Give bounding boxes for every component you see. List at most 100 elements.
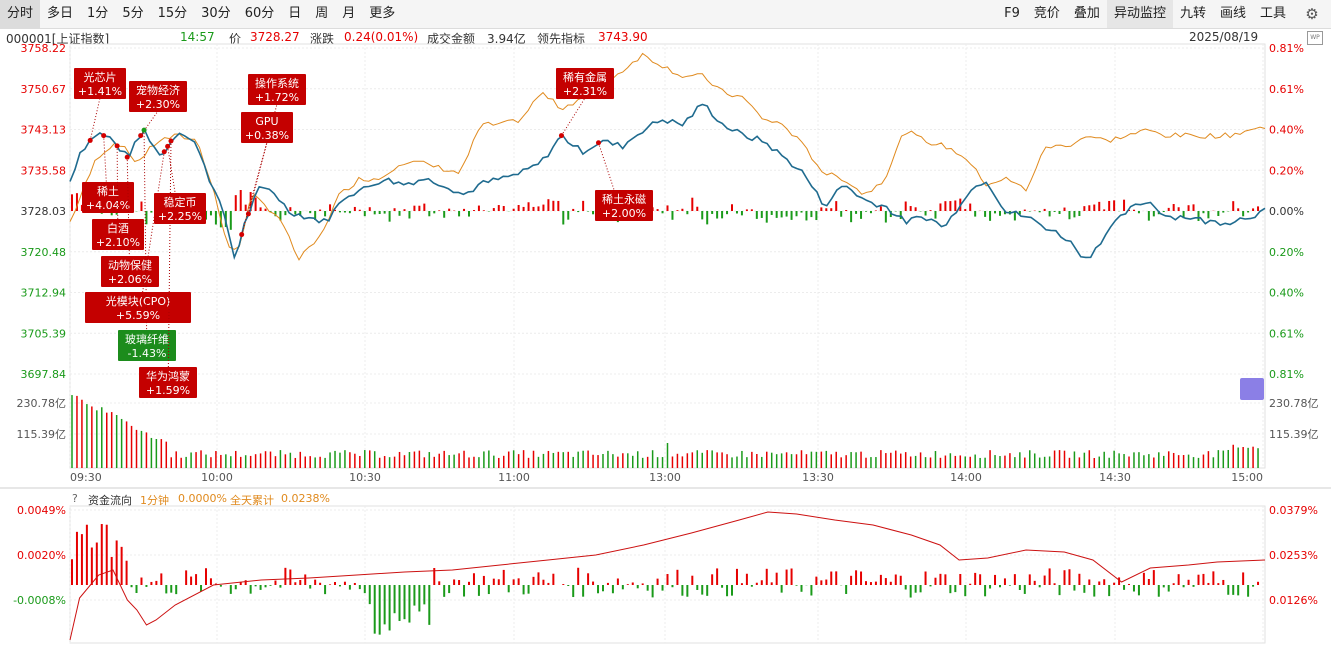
marker-label-box — [248, 74, 306, 105]
tool-button-0[interactable]: F9 — [1004, 6, 1020, 21]
period-tab-1[interactable]: 多日 — [47, 6, 74, 21]
flow-tick-left: -0.0008% — [13, 594, 66, 607]
marker-label-box — [74, 68, 126, 99]
price-label: 价 — [229, 32, 242, 46]
marker-dot — [124, 154, 130, 160]
pct-tick: 0.61% — [1269, 83, 1304, 96]
period-tab-9[interactable]: 月 — [342, 6, 356, 21]
marker-label-box — [154, 193, 206, 224]
marker-label-box — [85, 292, 191, 323]
marker-pct: -1.43% — [128, 347, 167, 360]
marker-dot — [114, 143, 120, 149]
marker-name: 动物保健 — [108, 258, 152, 272]
flow-day-label: 全天累计 — [230, 494, 274, 507]
marker-name: 稳定币 — [164, 195, 197, 209]
flow-tick-left: 0.0049% — [17, 504, 66, 517]
tool-button-1[interactable]: 竞价 — [1033, 6, 1060, 21]
main-frame — [69, 43, 1266, 469]
marker-dot — [87, 137, 93, 143]
period-tab-4[interactable]: 15分 — [157, 6, 188, 21]
scroll-handle[interactable] — [1240, 378, 1264, 400]
marker-label-box — [241, 112, 293, 143]
tool-button-3[interactable]: 异动监控 — [1106, 0, 1173, 28]
marker-pct: +2.30% — [136, 98, 180, 111]
price-tick: 3720.48 — [21, 246, 67, 259]
period-tab-8[interactable]: 周 — [315, 6, 329, 21]
marker-leader — [140, 110, 159, 136]
marker-name: 操作系统 — [255, 76, 299, 90]
price-tick: 3697.84 — [21, 368, 67, 381]
marker-pct: +1.59% — [146, 384, 190, 397]
marker-label-box — [101, 256, 159, 287]
pct-tick: 0.40% — [1269, 287, 1304, 300]
fund-flow-header: ? 资金流向 1分钟 0.0000% 全天累计 0.0238% — [0, 490, 1331, 508]
marker-name: GPU — [255, 115, 278, 128]
marker-dot — [245, 211, 251, 217]
marker-leader — [561, 97, 586, 136]
marker-name: 华为鸿蒙 — [146, 369, 190, 383]
tool-button-4[interactable]: 九转 — [1179, 6, 1206, 21]
period-tab-7[interactable]: 日 — [288, 6, 302, 21]
index-code: 000001[上证指数] — [6, 32, 110, 46]
time-tick: 09:30 — [70, 471, 102, 484]
time-tick: 14:00 — [950, 471, 982, 484]
marker-leader — [167, 146, 181, 224]
leading-value: 3743.90 — [598, 30, 648, 44]
price-tick: 3705.39 — [21, 327, 67, 340]
toolbar: 分时 多日 1分 5分 15分 30分 60分日周月更多 F9 竞价 叠加 异动监控 九转 画线 工具 ⚙ — [0, 0, 1331, 29]
marker-leader — [126, 157, 131, 287]
marker-pct: +0.38% — [245, 129, 289, 142]
marker-label-box — [595, 190, 653, 221]
marker-name: 稀土 — [97, 185, 119, 198]
marker-leader — [116, 145, 119, 250]
marker-name: 光芯片 — [84, 70, 117, 84]
period-tab-10[interactable]: 更多 — [369, 6, 396, 21]
time-tick: 11:00 — [498, 471, 530, 484]
pct-tick: 0.40% — [1269, 124, 1304, 137]
period-tab-6[interactable]: 60分 — [244, 6, 275, 21]
marker-leader — [143, 130, 148, 361]
marker-name: 光模块(CPO) — [106, 294, 171, 308]
price-value: 3728.27 — [250, 30, 300, 44]
tool-button-5[interactable]: 画线 — [1219, 6, 1246, 21]
marker-dot — [558, 133, 564, 139]
price-tick: 3750.67 — [21, 83, 67, 96]
marker-pct: +4.04% — [86, 199, 130, 212]
pct-tick: 0.20% — [1269, 164, 1304, 177]
tool-button-2[interactable]: 叠加 — [1073, 6, 1100, 21]
period-tab-3[interactable]: 5分 — [122, 6, 144, 21]
change-label: 涨跌 — [310, 32, 335, 46]
price-tick: 3728.03 — [21, 205, 67, 218]
flow-minute-value: 0.0000% — [178, 492, 227, 505]
time-tick: 13:00 — [649, 471, 681, 484]
time-tick: 10:00 — [201, 471, 233, 484]
time-tick: 10:30 — [349, 471, 381, 484]
tool-buttons: F9 竞价 叠加 异动监控 九转 画线 工具 ⚙ — [997, 0, 1331, 28]
help-icon[interactable]: ? — [72, 492, 78, 505]
quote-info-bar: 000001[上证指数] 14:57 价 3728.27 涨跌 0.24(0.0… — [0, 28, 1331, 46]
watermark-icon[interactable]: WP — [1307, 31, 1323, 45]
marker-pct: +5.59% — [116, 309, 160, 322]
period-tab-5[interactable]: 30分 — [201, 6, 231, 21]
period-tab-0[interactable]: 分时 — [0, 0, 41, 28]
flow-tick-right: 0.0126% — [1269, 594, 1318, 607]
leading-label: 领先指标 — [537, 32, 586, 46]
volume-tick: 230.78亿 — [17, 397, 67, 410]
tool-button-6[interactable]: 工具 — [1259, 6, 1286, 21]
price-line — [69, 103, 1266, 261]
pct-tick: 0.20% — [1269, 246, 1304, 259]
period-tab-2[interactable]: 1分 — [87, 6, 109, 21]
marker-dot — [101, 133, 107, 139]
time-tick: 14:30 — [1099, 471, 1131, 484]
gear-icon[interactable]: ⚙ — [1305, 5, 1319, 23]
marker-pct: +1.72% — [255, 91, 299, 104]
marker-label-box — [82, 182, 134, 213]
turnover-label: 成交金额 — [427, 32, 476, 46]
marker-dot — [141, 127, 147, 133]
marker-label-box — [118, 330, 176, 361]
time-tick: 13:30 — [802, 471, 834, 484]
volume-tick: 115.39亿 — [17, 428, 67, 441]
flow-minute-label: 1分钟 — [140, 494, 169, 507]
volume-bars — [71, 395, 1259, 468]
